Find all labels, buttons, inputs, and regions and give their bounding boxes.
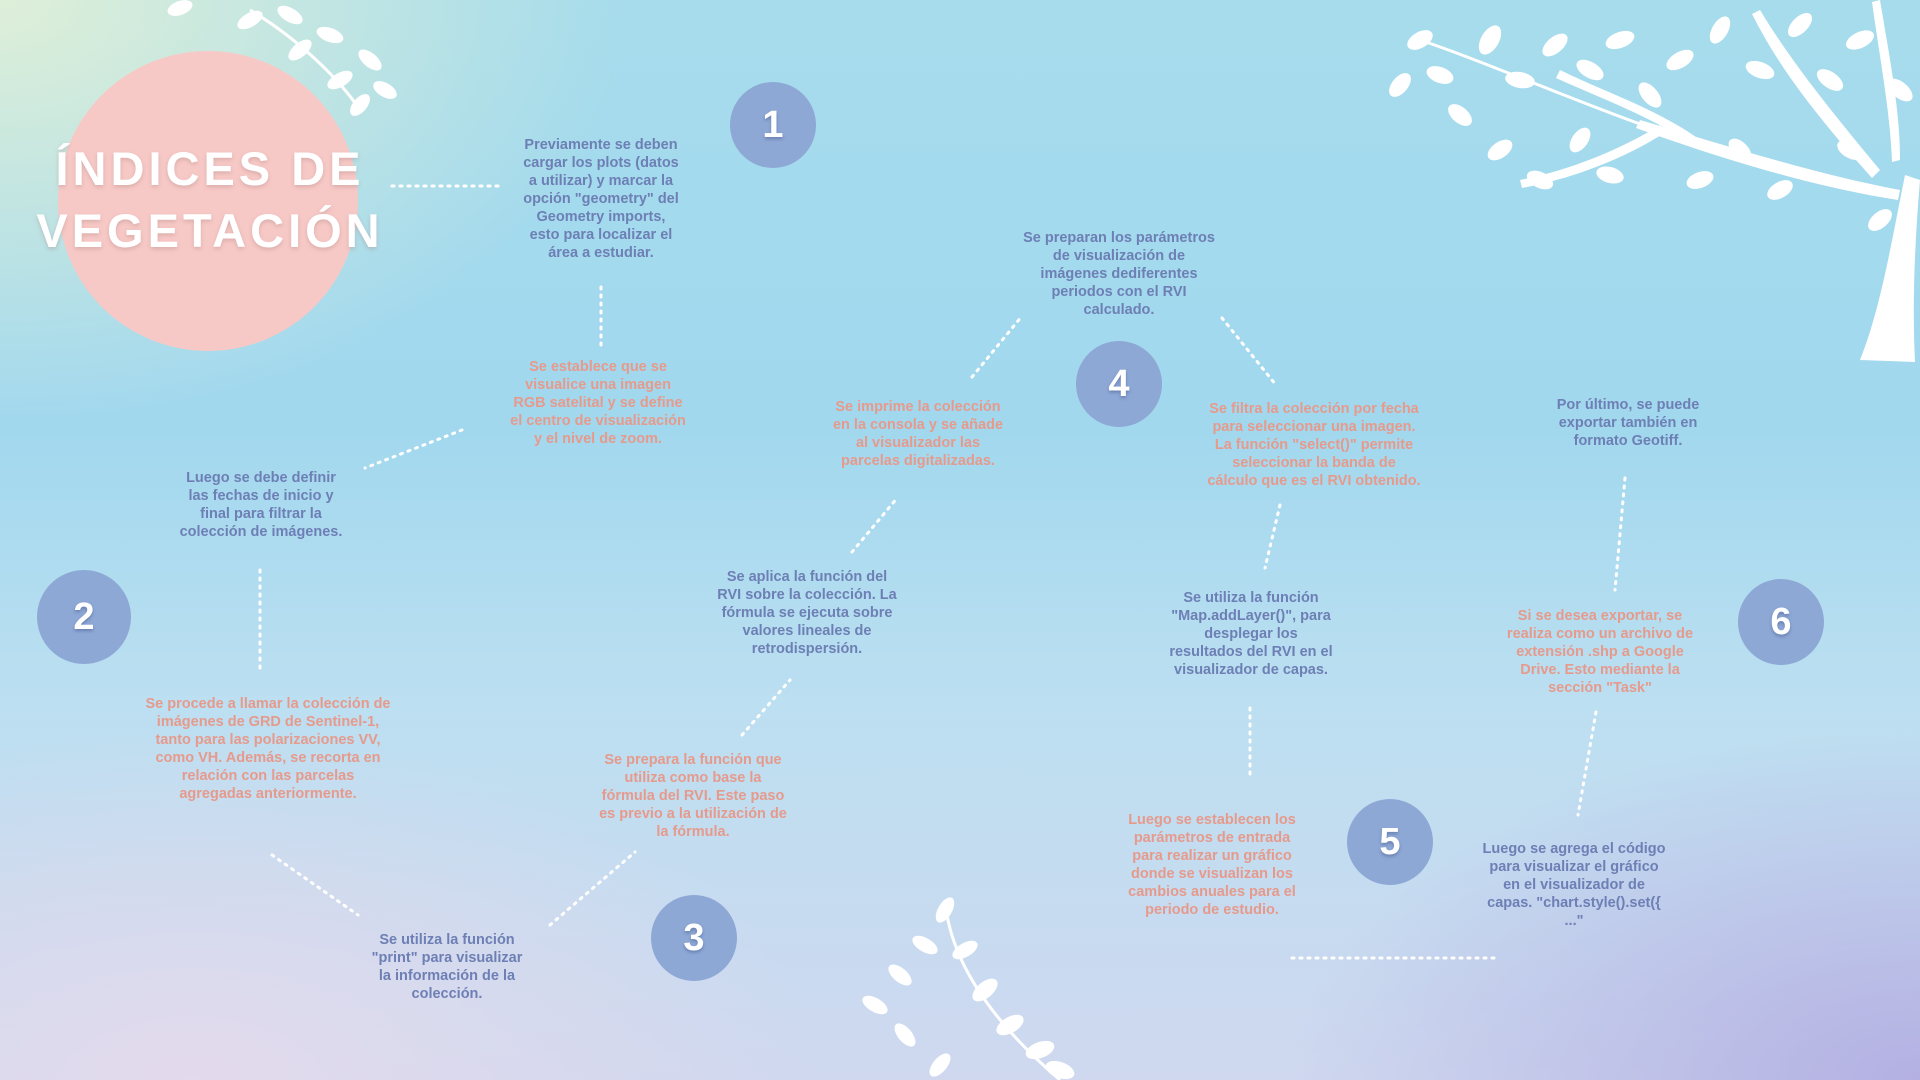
- step-text: Previamente se deben cargar los plots (d…: [523, 137, 679, 261]
- connector-line: [1220, 316, 1278, 387]
- step-text: Si se desea exportar, se realiza como un…: [1506, 608, 1694, 696]
- connector-line: [850, 495, 900, 554]
- leaf-icon: [167, 0, 1913, 1080]
- step-text: Se utiliza la función "Map.addLayer()", …: [1169, 590, 1333, 678]
- connector-line: [740, 678, 792, 737]
- step-1-circle: 1: [730, 82, 816, 168]
- step-text: Se procede a llamar la colección de imág…: [145, 696, 391, 802]
- step-text: Luego se debe definir las fechas de inic…: [179, 470, 343, 540]
- step-5-circle: 5: [1347, 799, 1433, 885]
- step-text: Luego se agrega el código para visualiza…: [1482, 841, 1666, 929]
- connector-line: [548, 850, 637, 927]
- title-circle: [58, 51, 358, 351]
- step-6-circle: 6: [1738, 579, 1824, 665]
- branch-stems: [249, 8, 1641, 1080]
- connector-line: [1613, 476, 1627, 592]
- connector-line: [1576, 710, 1598, 817]
- step-text: Se imprime la colección en la consola y …: [832, 399, 1004, 469]
- step-text: Se aplica la función del RVI sobre la co…: [717, 569, 897, 657]
- connector-line: [363, 428, 464, 470]
- step-text: Se utiliza la función "print" para visua…: [371, 932, 523, 1002]
- step-text: Se preparan los parámetros de visualizac…: [1023, 230, 1215, 318]
- connector-line: [970, 314, 1024, 379]
- step-text: Se filtra la colección por fecha para se…: [1207, 401, 1421, 489]
- step-text: Luego se establecen los parámetros de en…: [1128, 812, 1296, 918]
- step-2-circle: 2: [37, 570, 131, 664]
- step-text: Se prepara la función que utiliza como b…: [599, 752, 787, 840]
- connector-line: [270, 853, 360, 917]
- step-4-circle: 4: [1076, 341, 1162, 427]
- tree-icon: [1520, 0, 1920, 362]
- step-3-circle: 3: [651, 895, 737, 981]
- connector-line: [1263, 503, 1282, 570]
- page-title: ÍNDICES DE VEGETACIÓN: [36, 142, 384, 257]
- step-text: Por último, se puede exportar también en…: [1556, 397, 1700, 449]
- step-text: Se establece que se visualice una imagen…: [510, 359, 686, 447]
